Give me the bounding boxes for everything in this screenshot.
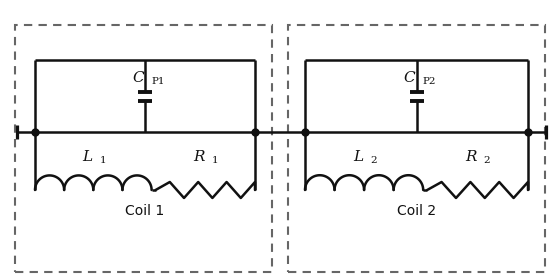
Text: Coil 2: Coil 2 — [397, 204, 436, 218]
Text: R: R — [465, 150, 477, 164]
Bar — [288, 25, 545, 272]
Text: C: C — [404, 71, 416, 85]
Text: P1: P1 — [151, 76, 165, 85]
Text: 2: 2 — [484, 155, 490, 165]
Text: 1: 1 — [211, 155, 218, 165]
Text: L: L — [353, 150, 363, 164]
Text: 1: 1 — [99, 155, 106, 165]
Text: P2: P2 — [422, 76, 436, 85]
Text: L: L — [82, 150, 92, 164]
Text: C: C — [132, 71, 144, 85]
Text: 2: 2 — [370, 155, 377, 165]
Text: R: R — [193, 150, 204, 164]
Text: Coil 1: Coil 1 — [125, 204, 165, 218]
Bar — [15, 25, 272, 272]
